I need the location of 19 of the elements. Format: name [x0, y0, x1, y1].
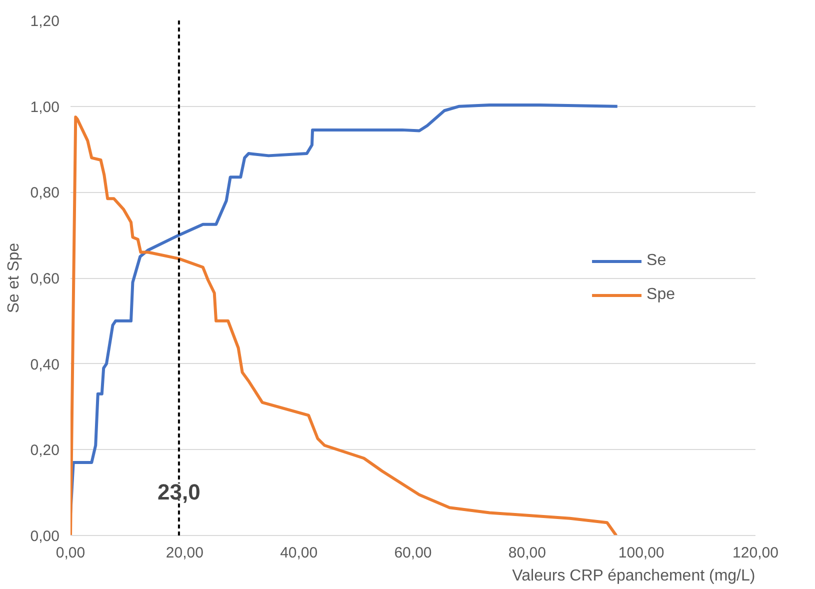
y-tick-label: 1,00 — [30, 98, 60, 116]
x-tick-label: 120,00 — [732, 544, 778, 562]
x-tick-label: 60,00 — [394, 544, 432, 562]
legend-label: Spe — [646, 286, 675, 304]
x-tick-label: 80,00 — [508, 544, 546, 562]
y-tick-label: 0,20 — [30, 442, 60, 460]
x-tick-label: 20,00 — [166, 544, 204, 562]
x-tick-label: 100,00 — [618, 544, 664, 562]
x-axis-title: Valeurs CRP épanchement (mg/L) — [512, 568, 756, 584]
legend-label: Se — [646, 252, 667, 270]
x-tick-label: 40,00 — [280, 544, 318, 562]
y-tick-label: 1,20 — [30, 13, 60, 30]
x-tick-label: 0,00 — [56, 544, 86, 562]
y-tick-label: 0,40 — [30, 356, 60, 374]
y-axis-title: Se et Spe — [5, 242, 22, 314]
y-tick-label: 0,60 — [30, 270, 60, 288]
y-tick-label: 0,00 — [30, 528, 60, 545]
annotation: 23,0 — [158, 479, 200, 504]
y-tick-label: 0,80 — [30, 184, 60, 202]
